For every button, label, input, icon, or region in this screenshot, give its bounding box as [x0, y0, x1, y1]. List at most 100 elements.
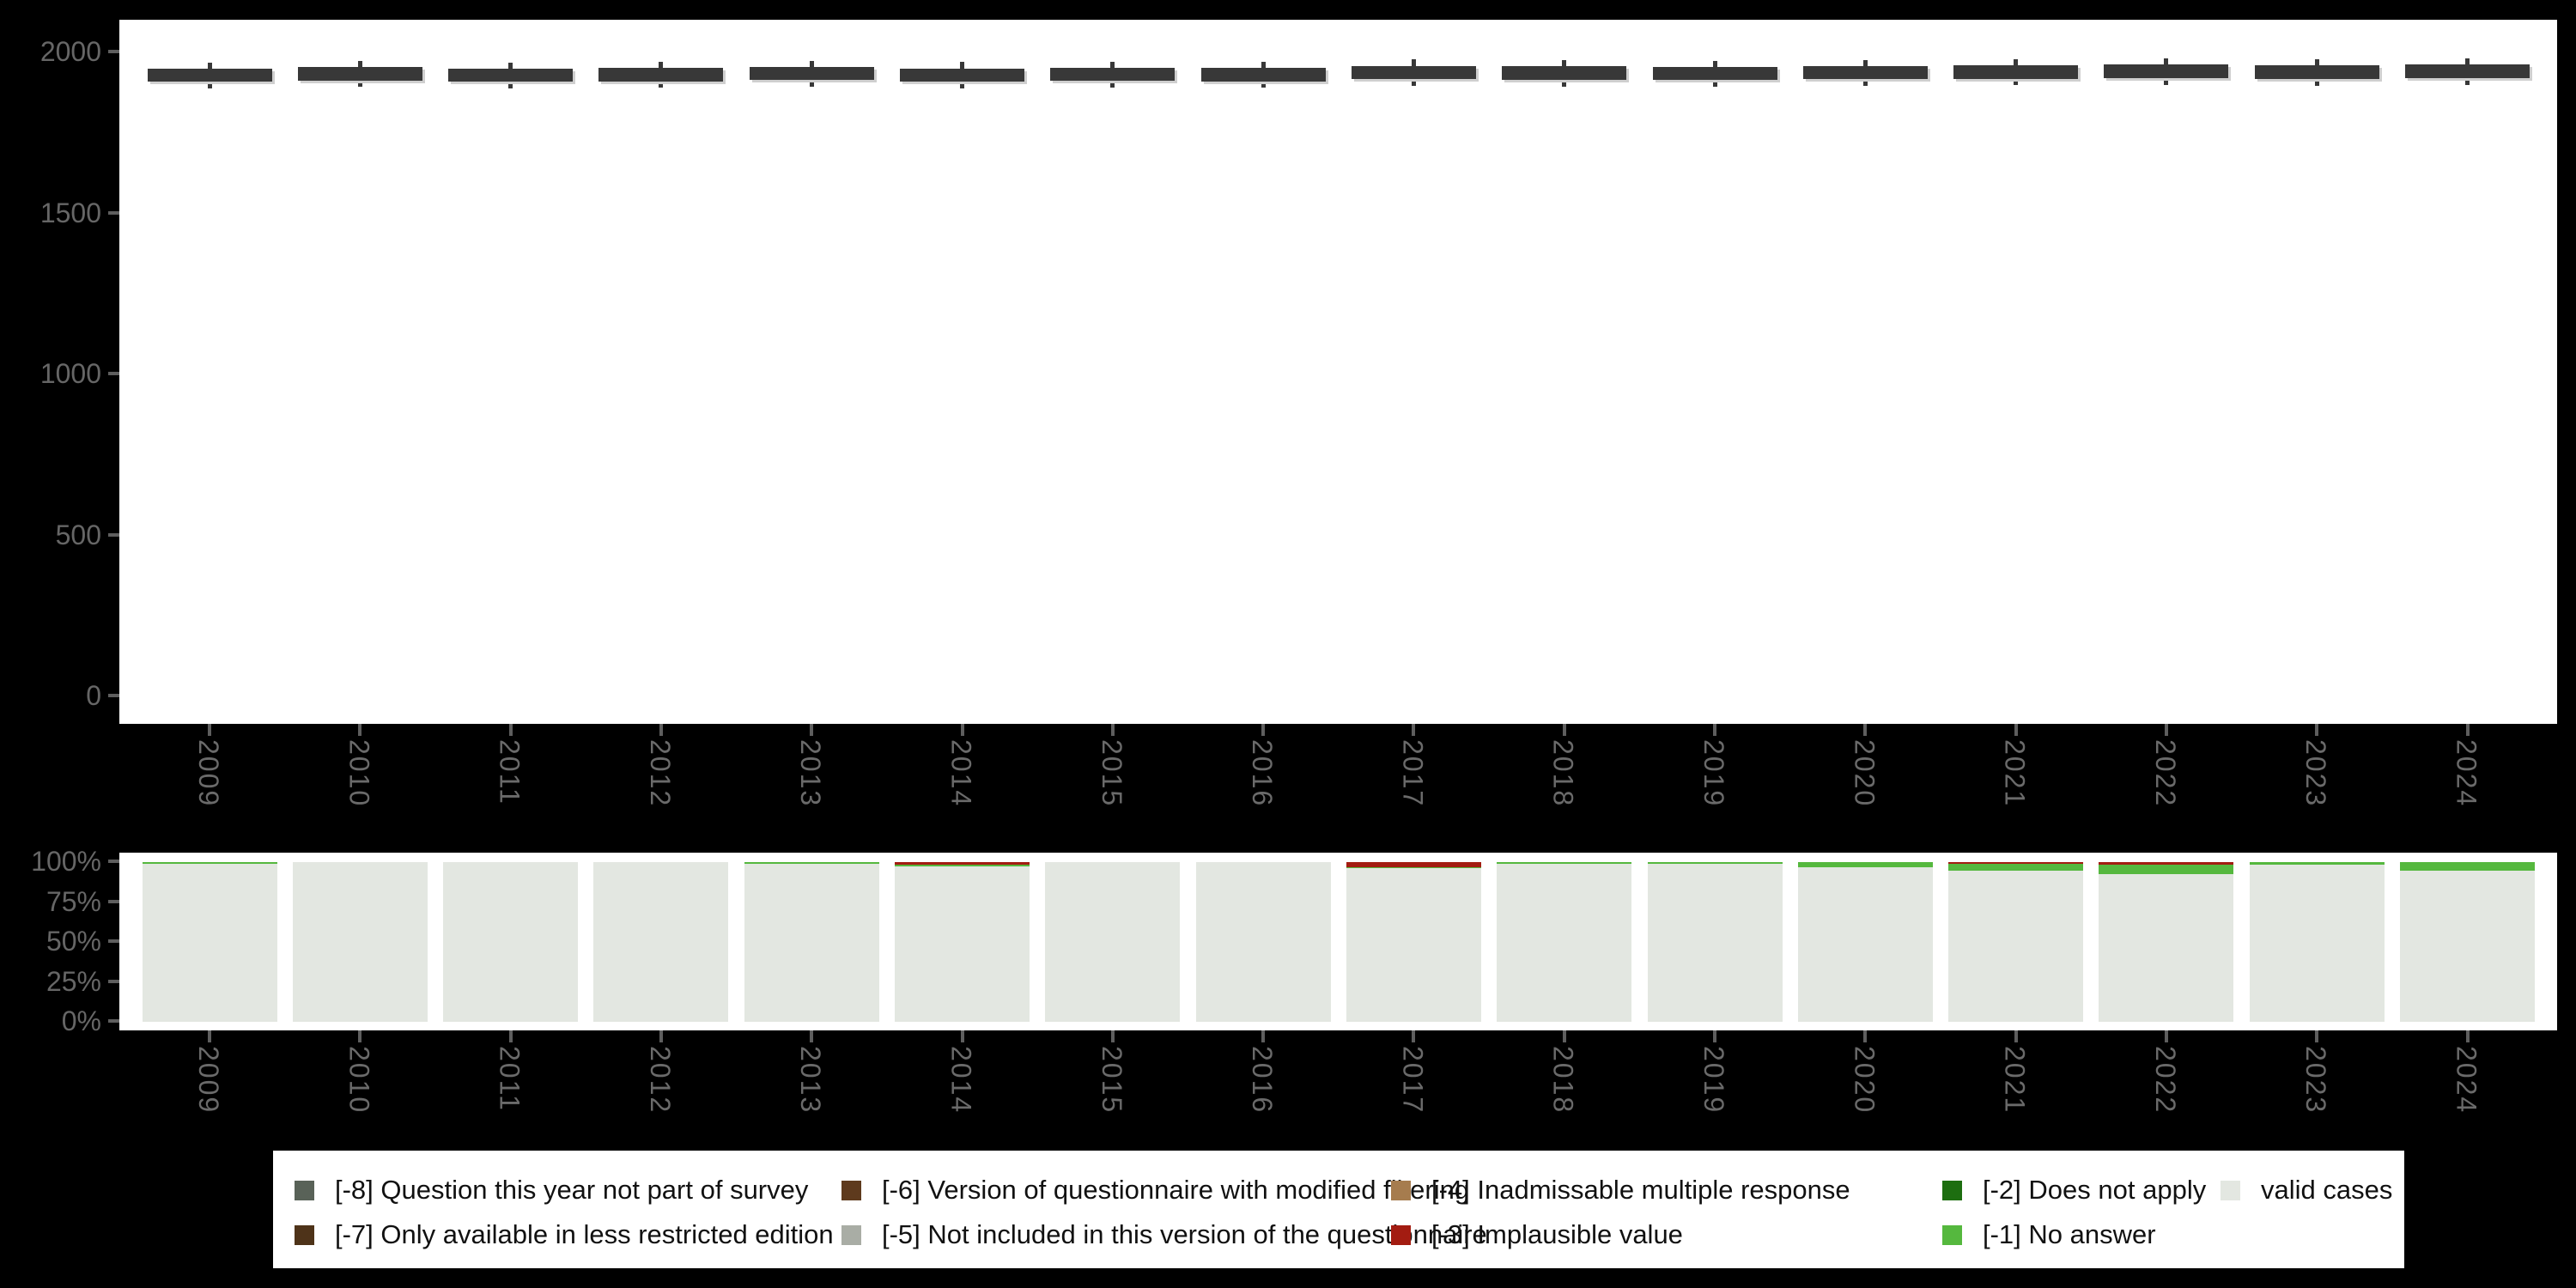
- segment-2014-valid-cases: [895, 866, 1030, 1022]
- top-x-label-2010: 2010: [343, 739, 375, 808]
- bottom-x-tick-2010: [358, 1030, 362, 1042]
- segment-2020-valid-cases: [1797, 866, 1933, 1022]
- pct-axis-tick-75pct: [108, 899, 119, 903]
- top-x-label-2017: 2017: [1397, 739, 1429, 808]
- stacked-bar-2015: [1045, 862, 1181, 1022]
- top-x-label-2022: 2022: [2149, 739, 2181, 808]
- y-axis-tick-0: [108, 694, 119, 697]
- legend-swatch--1: [1942, 1224, 1962, 1245]
- legend-swatch--2: [1942, 1180, 1962, 1200]
- y-axis-label-2000: 2000: [39, 36, 101, 67]
- bottom-x-label-2024: 2024: [2451, 1046, 2482, 1115]
- legend-item--1: [-1] No answer: [1942, 1219, 2156, 1250]
- pct-axis-tick-25pct: [108, 979, 119, 983]
- y-axis-tick-2000: [108, 50, 119, 53]
- y-axis-label-0: 0: [86, 680, 101, 711]
- bottom-x-label-2019: 2019: [1698, 1046, 1729, 1115]
- boxplot-box-2023: [2254, 65, 2379, 79]
- bottom-x-label-2015: 2015: [1096, 1046, 1127, 1115]
- segment-2014---3-implausible-value: [895, 862, 1030, 865]
- top-x-label-2023: 2023: [2300, 739, 2332, 808]
- legend-item--5: [-5] Not included in this version of the…: [841, 1219, 1487, 1250]
- pct-axis-label-75pct: 75%: [46, 885, 101, 917]
- bottom-x-tick-2018: [1562, 1030, 1566, 1042]
- legend-item--6: [-6] Version of questionnaire with modif…: [841, 1175, 1469, 1206]
- bottom-x-tick-2013: [810, 1030, 814, 1042]
- bottom-x-tick-2009: [208, 1030, 211, 1042]
- top-x-label-2019: 2019: [1698, 739, 1729, 808]
- legend-label--8: [-8] Question this year not part of surv…: [335, 1175, 809, 1205]
- top-x-tick-2010: [358, 724, 362, 736]
- stacked-bar-2012: [593, 862, 729, 1022]
- bottom-x-label-2020: 2020: [1849, 1046, 1880, 1115]
- segment-2022---3-implausible-value: [2099, 862, 2234, 865]
- top-x-tick-2012: [659, 724, 663, 736]
- bottom-x-label-2011: 2011: [494, 1046, 526, 1112]
- bottom-x-tick-2016: [1261, 1030, 1266, 1042]
- segment-2009-valid-cases: [142, 863, 277, 1022]
- top-x-label-2012: 2012: [644, 739, 676, 808]
- stacked-bar-2022: [2099, 862, 2234, 1022]
- top-x-label-2011: 2011: [494, 739, 526, 805]
- pct-axis-label-100pct: 100%: [31, 846, 101, 877]
- legend-item--2: [-2] Does not apply: [1942, 1175, 2206, 1206]
- boxplot-box-2012: [598, 68, 724, 82]
- bottom-x-label-2009: 2009: [193, 1046, 224, 1115]
- segment-2017---3-implausible-value: [1346, 862, 1481, 867]
- boxplot-box-2018: [1502, 66, 1627, 80]
- top-x-tick-2019: [1713, 724, 1716, 736]
- bottom-x-tick-2023: [2315, 1030, 2319, 1042]
- segment-2017-valid-cases: [1346, 868, 1481, 1022]
- boxplot-box-2010: [297, 67, 422, 81]
- segment-2020---1-no-answer: [1797, 862, 1933, 867]
- segment-2019-valid-cases: [1647, 863, 1783, 1022]
- segment-2014---1-no-answer: [895, 864, 1030, 866]
- segment-2022---1-no-answer: [2099, 864, 2234, 874]
- segment-2021-valid-cases: [1948, 871, 2084, 1022]
- segment-2013---1-no-answer: [744, 862, 879, 864]
- segment-2021---1-no-answer: [1948, 863, 2084, 872]
- pct-axis-tick-0pct: [108, 1019, 119, 1023]
- segment-2018---1-no-answer: [1497, 862, 1632, 864]
- legend-label-valid-cases: valid cases: [2261, 1175, 2393, 1205]
- legend-label--4: [-4] Inadmissable multiple response: [1431, 1175, 1850, 1205]
- y-axis-tick-1000: [108, 372, 119, 375]
- segment-2023-valid-cases: [2249, 864, 2385, 1022]
- top-x-label-2018: 2018: [1547, 739, 1579, 808]
- top-x-label-2014: 2014: [945, 739, 977, 808]
- segment-2010-valid-cases: [292, 862, 428, 1022]
- segment-2013-valid-cases: [744, 863, 879, 1022]
- bottom-x-tick-2017: [1412, 1030, 1416, 1042]
- top-x-tick-2021: [2014, 724, 2018, 736]
- legend: [-8] Question this year not part of surv…: [273, 1151, 2404, 1268]
- bottom-x-label-2010: 2010: [343, 1046, 375, 1115]
- stacked-bar-2011: [443, 862, 579, 1022]
- y-axis-label-1000: 1000: [39, 358, 101, 389]
- top-x-tick-2016: [1261, 724, 1266, 736]
- legend-item--3: [-3] Implausible value: [1391, 1219, 1683, 1250]
- boxplot-box-2020: [1802, 65, 1928, 80]
- top-x-tick-2020: [1863, 724, 1868, 736]
- boxplot-panel: [119, 20, 2557, 724]
- legend-label--1: [-1] No answer: [1983, 1219, 2156, 1249]
- boxplot-box-2013: [749, 66, 874, 81]
- top-x-label-2024: 2024: [2451, 739, 2482, 808]
- top-x-tick-2022: [2164, 724, 2168, 736]
- stacked-bar-2016: [1195, 862, 1331, 1022]
- segment-2024---1-no-answer: [2400, 862, 2535, 872]
- stacked-bar-2021: [1948, 862, 2084, 1022]
- bottom-x-tick-2024: [2465, 1030, 2470, 1042]
- top-x-label-2020: 2020: [1849, 739, 1880, 808]
- legend-item--8: [-8] Question this year not part of surv…: [295, 1175, 808, 1206]
- bottom-x-tick-2011: [508, 1030, 513, 1042]
- legend-swatch--7: [295, 1224, 314, 1245]
- top-x-tick-2009: [208, 724, 211, 736]
- boxplot-box-2021: [1953, 64, 2079, 79]
- boxplot-box-2011: [448, 69, 574, 82]
- legend-swatch--5: [841, 1224, 861, 1245]
- stacked-bar-2020: [1797, 862, 1933, 1022]
- legend-item--7: [-7] Only available in less restricted e…: [295, 1219, 834, 1250]
- top-x-label-2015: 2015: [1096, 739, 1127, 808]
- bottom-x-tick-2015: [1110, 1030, 1115, 1042]
- segment-2024-valid-cases: [2400, 871, 2535, 1022]
